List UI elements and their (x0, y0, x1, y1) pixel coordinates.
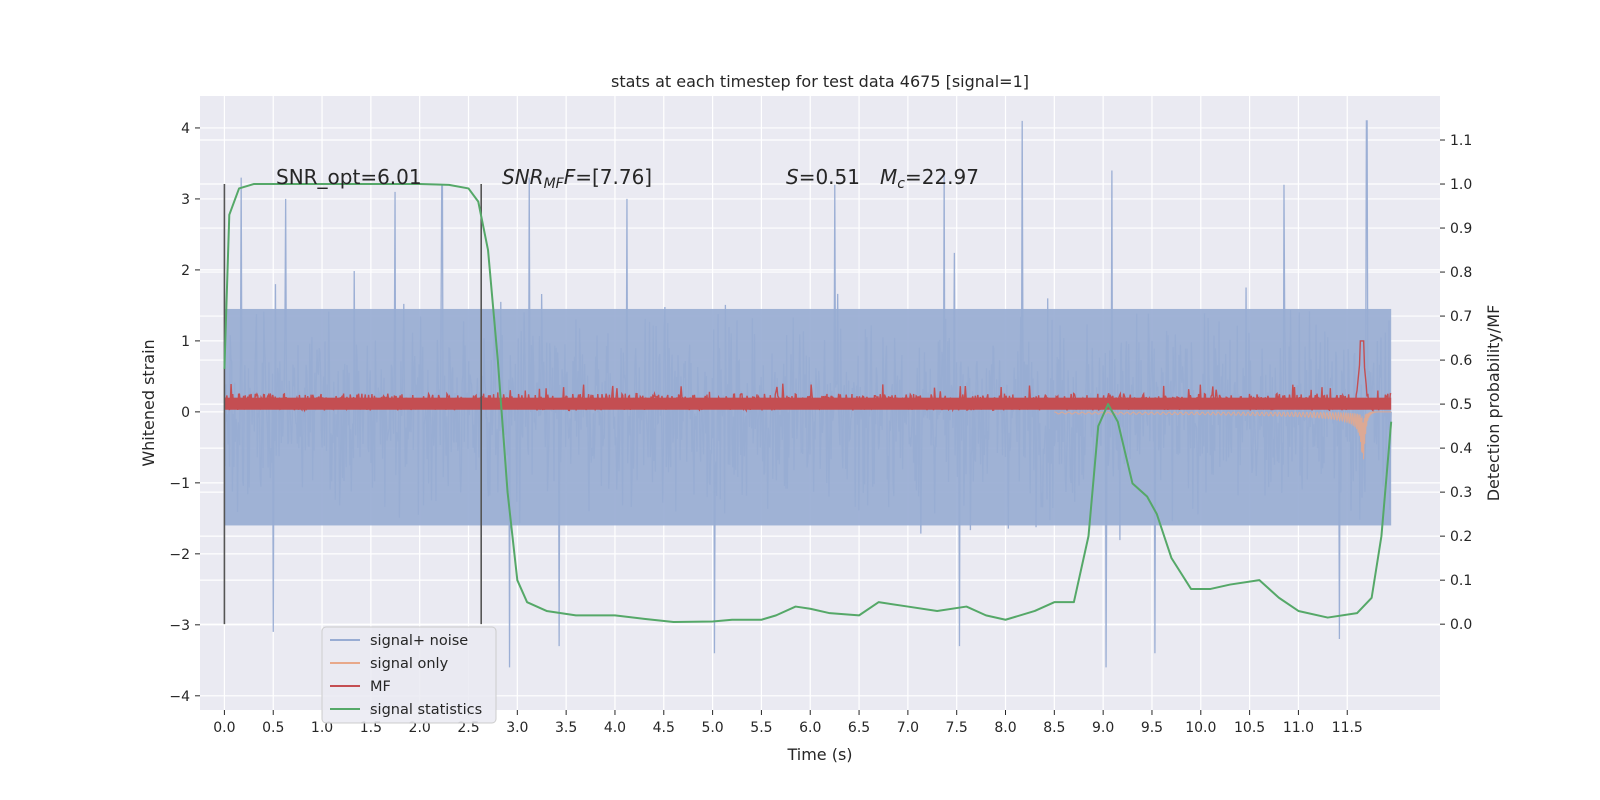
x-tick-label: 8.5 (1043, 720, 1065, 736)
y-tick-label: −3 (169, 618, 190, 634)
x-tick-label: 2.0 (409, 720, 431, 736)
legend-item-mf: MF (330, 679, 391, 695)
annotation-s-tail: =0.51 (799, 165, 860, 189)
y2-tick-label: 0.2 (1450, 529, 1472, 545)
x-tick-label: 1.5 (360, 720, 382, 736)
x-tick-label: 5.5 (750, 720, 772, 736)
y2-tick-label: 0.3 (1450, 485, 1472, 501)
signal-statistics-line (223, 183, 1393, 623)
series-signal-statistics (223, 183, 1393, 623)
legend-item-signal-noise: signal+ noise (330, 633, 468, 649)
x-tick-label: 3.5 (555, 720, 577, 736)
y-tick-label: −1 (169, 476, 190, 492)
y-tick-label: 1 (181, 334, 190, 350)
series-signal-only (1054, 411, 1392, 460)
x-tick-label: 9.5 (1141, 720, 1163, 736)
annotation-snr-mf-sub: MF (544, 176, 565, 192)
y-tick-label: 3 (181, 192, 190, 208)
x-tick-label: 6.5 (848, 720, 870, 736)
y2-tick-label: 0.9 (1450, 221, 1472, 237)
legend-box (321, 626, 497, 724)
x-tick-label: 0.0 (213, 720, 235, 736)
annotation-mc-tail: =22.97 (905, 165, 979, 189)
legend-label-signal-statistics: signal statistics (370, 702, 482, 718)
x-tick-label: 11.5 (1332, 720, 1363, 736)
chart-title: stats at each timestep for test data 467… (611, 72, 1029, 91)
y2-tick-label: 0.7 (1450, 309, 1472, 325)
x-tick-label: 2.5 (457, 720, 479, 736)
annotation-snr-mf-f: F (564, 165, 576, 189)
x-tick-label: 8.0 (994, 720, 1016, 736)
y2-tick-label: 0.0 (1450, 617, 1472, 633)
legend-item-signal-statistics: signal statistics (330, 702, 482, 718)
x-axis-label: Time (s) (786, 745, 852, 764)
legend-item-signal-only: signal only (330, 656, 449, 672)
x-tick-label: 3.0 (506, 720, 528, 736)
series-mf (223, 340, 1392, 413)
x-tick-label: 4.5 (653, 720, 675, 736)
y2-tick-label: 0.8 (1450, 265, 1472, 281)
y-tick-label: 4 (181, 121, 190, 137)
legend-label-signal-noise: signal+ noise (370, 633, 468, 649)
y-tick-label: −4 (169, 689, 190, 705)
y2-tick-label: 0.5 (1450, 397, 1472, 413)
annotation-snr-mf-main: SNR (502, 165, 544, 189)
y-tick-label: 2 (181, 263, 190, 279)
x-tick-label: 4.0 (604, 720, 626, 736)
x-tick-label: 10.5 (1234, 720, 1265, 736)
x-tick-label: 11.0 (1283, 720, 1314, 736)
signal-only-line (1054, 411, 1392, 460)
series-signal-noise (223, 120, 1392, 668)
x-tick-label: 7.0 (897, 720, 919, 736)
y2-tick-label: 0.1 (1450, 573, 1472, 589)
y2-tick-label: 1.1 (1450, 133, 1472, 149)
x-tick-label: 1.0 (311, 720, 333, 736)
legend: signal+ noise signal only MF signal stat… (321, 626, 497, 724)
y-axis-label: Whitened strain (139, 339, 158, 466)
mf-band (224, 397, 1392, 410)
x-tick-label: 7.5 (946, 720, 968, 736)
y-axis-ticks: 4 3 2 1 0 −1 −2 −3 −4 (169, 121, 200, 705)
annotation-mc: Mc=22.97 (880, 165, 979, 192)
x-tick-label: 10.0 (1185, 720, 1216, 736)
x-axis-ticks: 0.0 0.5 1.0 1.5 2.0 2.5 3.0 3.5 4.0 4.5 5.0 5.5 6.0 6… (213, 710, 1363, 736)
vertical-markers (223, 184, 482, 625)
y2-tick-label: 1.0 (1450, 177, 1472, 193)
annotation-snr-mf: SNRMFF=[7.76] (502, 165, 652, 192)
annotation-snr-opt: SNR_opt=6.01 (276, 165, 422, 189)
annotation-mc-sub: c (897, 176, 905, 192)
annotation-s-main: S (786, 165, 799, 189)
y2-axis-label: Detection probability/MF (1484, 305, 1503, 502)
legend-label-signal-only: signal only (370, 656, 449, 672)
y-tick-label: 0 (181, 405, 190, 421)
x-tick-label: 5.0 (701, 720, 723, 736)
y2-tick-label: 0.6 (1450, 353, 1472, 369)
annotation-snr-mf-tail: =[7.76] (575, 165, 652, 189)
y2-axis-ticks: 1.1 1.0 0.9 0.8 0.7 0.6 0.5 0.4 0.3 0.2 0.1 0.0 (1440, 133, 1472, 633)
signal-noise-band (224, 308, 1392, 526)
y2-tick-label: 0.4 (1450, 441, 1472, 457)
annotation-mc-main: M (880, 165, 897, 189)
x-tick-label: 9.0 (1092, 720, 1114, 736)
legend-label-mf: MF (370, 679, 391, 695)
x-tick-label: 6.0 (799, 720, 821, 736)
annotation-s: S=0.51 (786, 165, 860, 189)
y-tick-label: −2 (169, 547, 190, 563)
x-tick-label: 0.5 (262, 720, 284, 736)
